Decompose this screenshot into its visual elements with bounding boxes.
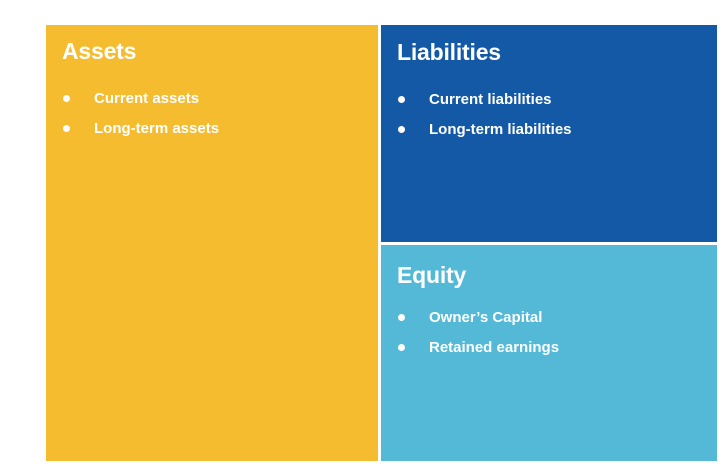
assets-item-label: Long-term assets bbox=[94, 120, 220, 137]
liabilities-item-label: Long-term liabilities bbox=[429, 121, 572, 138]
equity-item: Retained earnings bbox=[397, 333, 559, 363]
bullet-icon bbox=[398, 344, 405, 351]
liabilities-title: Liabilities bbox=[397, 39, 501, 65]
equity-item-label: Retained earnings bbox=[429, 339, 560, 356]
assets-list: Current assets Long-term assets bbox=[62, 84, 219, 144]
equity-item-label: Owner’s Capital bbox=[429, 309, 543, 326]
assets-item-label: Current assets bbox=[94, 90, 200, 107]
assets-item: Long-term assets bbox=[62, 114, 219, 144]
bullet-icon bbox=[398, 314, 405, 321]
bullet-icon bbox=[398, 96, 405, 103]
assets-title: Assets bbox=[62, 38, 137, 64]
bullet-icon bbox=[63, 95, 70, 102]
equity-item: Owner’s Capital bbox=[397, 303, 559, 333]
liabilities-box: Liabilities Current liabilities Long-ter… bbox=[381, 25, 717, 242]
equity-title: Equity bbox=[397, 262, 467, 288]
equity-box: Equity Owner’s Capital Retained earnings bbox=[381, 245, 717, 461]
liabilities-item: Current liabilities bbox=[397, 85, 572, 115]
equity-list: Owner’s Capital Retained earnings bbox=[397, 303, 559, 363]
assets-item: Current assets bbox=[62, 84, 219, 114]
liabilities-list: Current liabilities Long-term liabilitie… bbox=[397, 85, 572, 145]
bullet-icon bbox=[398, 126, 405, 133]
assets-box: Assets Current assets Long-term assets bbox=[46, 25, 378, 461]
bullet-icon bbox=[63, 125, 70, 132]
liabilities-item-label: Current liabilities bbox=[429, 91, 552, 108]
liabilities-item: Long-term liabilities bbox=[397, 115, 572, 145]
